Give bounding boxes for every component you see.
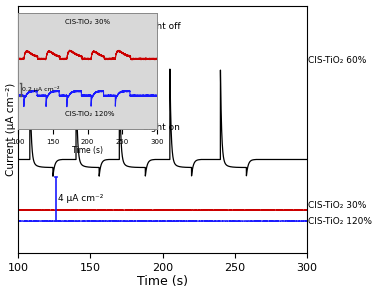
Y-axis label: Current (μA cm⁻²): Current (μA cm⁻²) [6,83,15,176]
Text: CIS-TiO₂ 120%: CIS-TiO₂ 120% [308,217,372,226]
Text: 4 μA cm⁻²: 4 μA cm⁻² [58,194,104,203]
Text: CIS-TiO₂ 60%: CIS-TiO₂ 60% [308,56,367,65]
Text: Light off: Light off [143,22,181,31]
Text: CIS-TiO₂ 30%: CIS-TiO₂ 30% [308,201,367,210]
Text: Light on: Light on [143,123,180,132]
X-axis label: Time (s): Time (s) [137,275,188,288]
